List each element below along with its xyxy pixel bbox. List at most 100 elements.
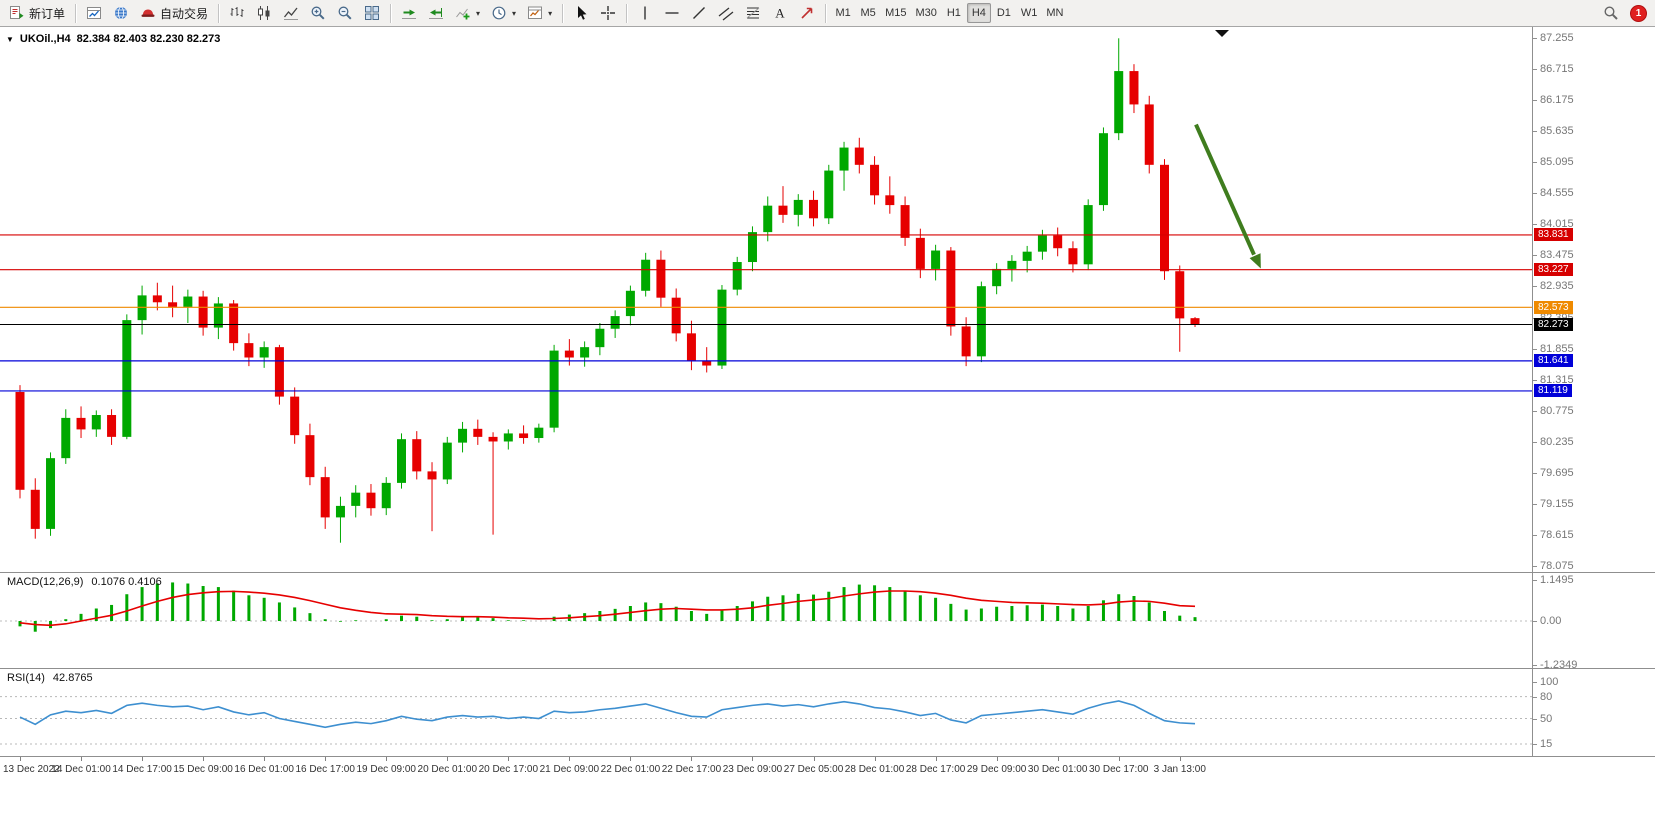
timeframe-m1-button[interactable]: M1 [835,7,851,19]
tile-windows-button[interactable] [359,2,385,24]
toolbar-separator [390,3,392,23]
vertical-line-button[interactable] [632,2,658,24]
mql5-community-button[interactable] [108,2,134,24]
hline-price-box: 81.119 [1534,384,1572,398]
new-order-label: 新订单 [29,6,66,21]
bid-price-box: 82.273 [1534,318,1573,332]
macd-label: MACD(12,26,9) 0.1076 0.4106 [7,576,162,588]
channel-button[interactable] [713,2,739,24]
crosshair-button[interactable] [595,2,621,24]
timeframe-m30-button[interactable]: M30 [915,7,937,19]
templates-button[interactable]: ▾ [522,2,557,24]
rsi-scale-label: 50 [1532,712,1553,725]
candlestick-chart-icon [256,5,272,21]
price-scale[interactable]: 87.255 86.715 86.175 85.635 85.095 84.555 84.0… [1532,27,1655,757]
timeframe-d1-button[interactable]: D1 [996,7,1011,19]
chevron-down-icon: ▾ [548,8,553,18]
arrows-button[interactable] [794,2,820,24]
rsi-label: RSI(14) 42.8765 [7,672,93,684]
time-tick [386,757,388,761]
time-scale[interactable]: 13 Dec 2022 14 Dec 01:00 14 Dec 17:00 15 De… [0,757,1532,783]
time-tick [142,757,144,761]
auto-trading-button[interactable]: 自动交易 [135,2,213,24]
main-toolbar: 新订单 自动交易 ▾ ▾ [0,0,1655,27]
candlestick-chart-button[interactable] [251,2,277,24]
crosshair-icon [600,5,616,21]
time-axis-label: 22 Dec 17:00 [661,764,722,775]
macd-scale-label: -1.2349 [1532,659,1578,672]
time-tick [935,757,937,761]
chart-window: ▼ UKOil.,H4 82.384 82.403 82.230 82.273 … [0,27,1655,827]
notification-badge[interactable]: 1 [1630,4,1647,22]
time-axis-label: 28 Dec 17:00 [905,764,966,775]
hline-price-box: 82.573 [1534,300,1573,314]
auto-scroll-button[interactable] [396,2,422,24]
periods-button[interactable]: ▾ [486,2,521,24]
price-scale-label: 80.235 [1533,435,1574,448]
trend-arrow [1194,123,1256,256]
panel-separator[interactable] [0,572,1655,573]
new-order-icon [9,5,25,21]
cursor-button[interactable] [568,2,594,24]
time-axis-label: 16 Dec 17:00 [295,764,355,775]
timeframe-m15-button[interactable]: M15 [885,7,907,19]
fibonacci-button[interactable] [740,2,766,24]
time-axis-label: 14 Dec 17:00 [112,764,172,775]
time-tick [996,757,998,761]
price-chart-canvas[interactable] [0,27,1532,572]
time-axis-label: 22 Dec 01:00 [600,764,661,775]
panel-separator[interactable] [0,756,1655,757]
svg-text:A: A [775,6,785,21]
new-order-button[interactable]: 新订单 [4,2,70,24]
price-scale-label: 82.935 [1533,280,1574,293]
timeframe-h4-button[interactable]: H4 [966,3,991,23]
zoom-in-button[interactable] [305,2,331,24]
macd-scale-label: 0.00 [1532,615,1562,627]
timeframe-m5-button[interactable]: M5 [860,7,876,19]
trendline-button[interactable] [686,2,712,24]
cursor-icon [573,5,589,21]
chevron-down-icon: ▾ [512,8,517,18]
time-tick [1179,757,1181,761]
price-scale-label: 85.635 [1533,125,1574,138]
chart-shift-marker [1215,30,1229,37]
price-scale-label: 84.555 [1533,187,1574,200]
toolbar-right: 1 [1598,2,1651,24]
time-tick [691,757,693,761]
time-tick [569,757,571,761]
time-tick [752,757,754,761]
macd-panel-canvas[interactable] [0,573,1532,669]
time-axis-label: 20 Dec 01:00 [417,764,478,775]
time-axis-label: 15 Dec 09:00 [173,764,233,775]
rsi-scale-label: 15 [1532,738,1553,751]
timeframe-mn-button[interactable]: MN [1046,7,1064,19]
time-axis-label: 3 Jan 13:00 [1153,764,1206,775]
time-axis-label: 21 Dec 09:00 [539,764,600,775]
time-tick [264,757,266,761]
timeframe-h1-button[interactable]: H1 [946,7,961,19]
clock-icon [491,5,507,21]
bar-chart-button[interactable] [224,2,250,24]
timeframe-w1-button[interactable]: W1 [1020,7,1038,19]
search-button[interactable] [1598,2,1624,24]
indicators-button[interactable]: ▾ [450,2,485,24]
time-tick [508,757,510,761]
line-chart-button[interactable] [278,2,304,24]
text-button[interactable]: A [767,2,793,24]
panel-separator[interactable] [0,668,1655,669]
market-watch-button[interactable] [81,2,107,24]
zoom-out-button[interactable] [332,2,358,24]
price-scale-label: 85.095 [1533,156,1574,169]
auto-trading-label: 自动交易 [160,6,209,21]
auto-trading-icon [140,5,156,21]
time-axis-label: 20 Dec 17:00 [478,764,539,775]
price-scale-label: 78.615 [1533,528,1574,541]
text-icon: A [772,5,788,21]
horizontal-line-button[interactable] [659,2,685,24]
timeframe-group: M1 M5 M15 M30 H1 H4 D1 W1 MN [831,3,1067,23]
rsi-panel-canvas[interactable] [0,669,1532,756]
time-tick [20,757,21,761]
time-axis-label: 13 Dec 2022 [3,764,60,775]
price-scale-label: 84.015 [1533,218,1574,231]
chart-shift-button[interactable] [423,2,449,24]
